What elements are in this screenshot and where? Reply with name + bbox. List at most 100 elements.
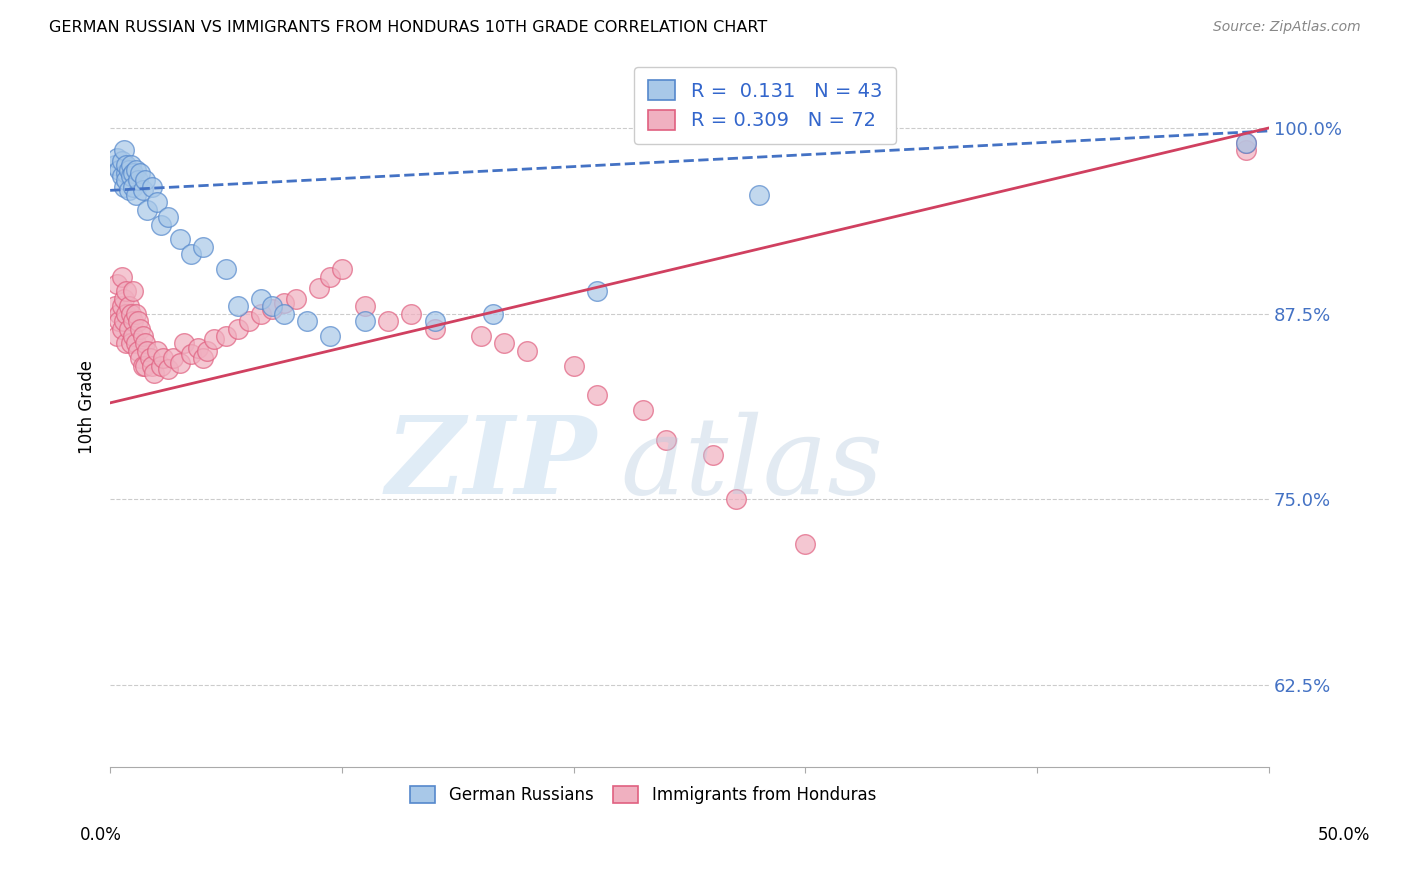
Point (120, 169, 142, 183)
Point (122, 285, 145, 299)
Point (319, 329, 342, 343)
Point (141, 359, 163, 373)
Point (215, 329, 238, 343)
Point (118, 299, 141, 313)
Point (354, 314, 377, 328)
Point (157, 361, 180, 376)
Text: 50.0%: 50.0% (1317, 826, 1371, 844)
Point (118, 183, 141, 197)
Point (134, 359, 156, 373)
Point (273, 307, 295, 321)
Point (748, 187, 770, 202)
Point (108, 314, 131, 328)
Point (122, 180, 145, 194)
Point (118, 162, 141, 177)
Point (226, 321, 249, 335)
Point (111, 299, 134, 313)
Point (494, 336, 516, 351)
Point (115, 285, 138, 299)
Point (108, 307, 131, 321)
Point (191, 351, 214, 366)
Point (111, 269, 134, 284)
Point (655, 433, 678, 447)
Point (115, 158, 138, 172)
Point (162, 351, 184, 366)
Point (354, 299, 377, 313)
Point (1234, 136, 1257, 150)
Point (295, 314, 318, 328)
Point (238, 314, 260, 328)
Text: atlas: atlas (620, 411, 883, 516)
Point (112, 143, 135, 157)
Point (129, 321, 152, 335)
Text: ZIP: ZIP (385, 411, 596, 517)
Point (516, 343, 538, 358)
Point (112, 314, 135, 328)
Point (187, 341, 209, 355)
Point (180, 347, 202, 361)
Point (191, 240, 214, 254)
Point (794, 537, 817, 551)
Point (249, 292, 271, 306)
Point (120, 307, 142, 321)
Point (585, 388, 607, 402)
Point (115, 336, 138, 351)
Point (118, 321, 141, 335)
Point (169, 232, 191, 246)
Point (120, 336, 142, 351)
Point (134, 336, 156, 351)
Point (481, 307, 503, 321)
Point (150, 359, 173, 373)
Point (105, 151, 128, 165)
Point (115, 173, 138, 187)
Point (585, 285, 607, 299)
Point (284, 292, 307, 306)
Point (131, 359, 153, 373)
Point (204, 332, 226, 346)
Point (150, 218, 173, 232)
Point (112, 292, 135, 306)
Point (111, 321, 134, 335)
Point (129, 351, 152, 366)
Point (124, 307, 146, 321)
Point (122, 314, 145, 328)
Text: Source: ZipAtlas.com: Source: ZipAtlas.com (1213, 20, 1361, 34)
Point (173, 336, 195, 351)
Point (141, 180, 163, 194)
Point (127, 173, 149, 187)
Point (152, 351, 174, 366)
Point (136, 343, 159, 358)
Point (273, 296, 295, 310)
Point (262, 299, 284, 313)
Point (124, 336, 146, 351)
Point (143, 366, 166, 380)
Point (423, 314, 446, 328)
Point (127, 343, 149, 358)
Legend: German Russians, Immigrants from Honduras: German Russians, Immigrants from Hondura… (402, 778, 884, 813)
Point (308, 281, 330, 295)
Point (136, 202, 159, 217)
Point (423, 321, 446, 335)
Point (330, 262, 353, 277)
Point (401, 307, 423, 321)
Point (122, 329, 145, 343)
Point (131, 329, 153, 343)
Point (127, 314, 149, 328)
Point (215, 262, 238, 277)
Point (124, 162, 146, 177)
Y-axis label: 10th Grade: 10th Grade (79, 359, 96, 453)
Point (145, 195, 167, 210)
Point (180, 247, 202, 261)
Point (145, 343, 167, 358)
Point (249, 307, 271, 321)
Point (1234, 143, 1257, 157)
Point (112, 180, 135, 194)
Point (115, 165, 138, 179)
Point (197, 343, 219, 358)
Point (262, 302, 284, 317)
Point (138, 351, 160, 366)
Point (631, 403, 654, 417)
Point (470, 329, 492, 343)
Point (111, 153, 134, 168)
Point (124, 187, 146, 202)
